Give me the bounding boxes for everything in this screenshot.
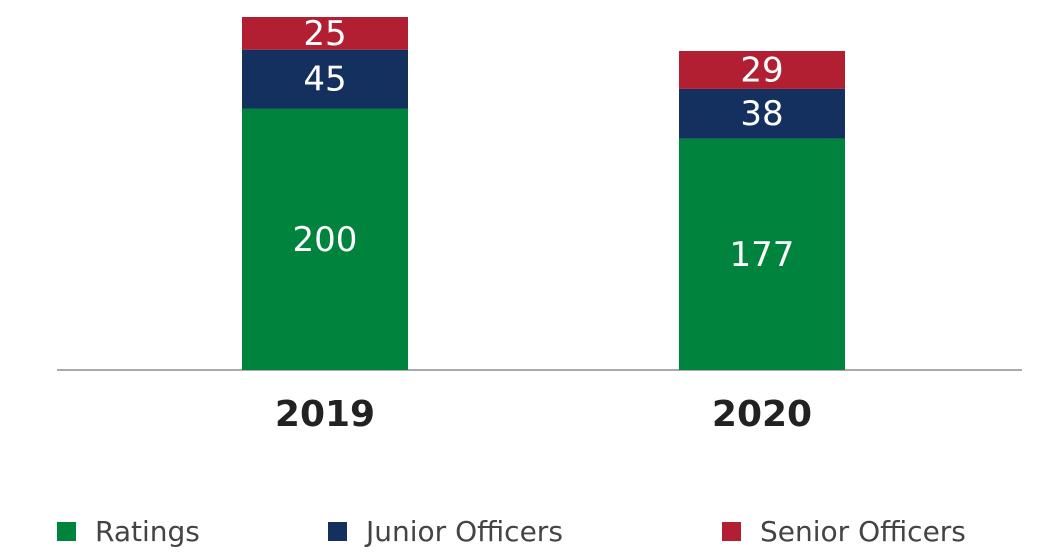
legend-swatch [57, 522, 76, 541]
bar-segment [242, 49, 408, 109]
bar-segment [679, 88, 845, 139]
data-label: 200 [293, 220, 358, 260]
data-label: 177 [730, 235, 795, 275]
bar-segment [679, 50, 845, 89]
legend-swatch [722, 522, 741, 541]
bar-segment [242, 17, 408, 50]
x-tick-label: 2019 [275, 394, 375, 435]
data-label: 25 [303, 14, 346, 54]
bar-segment [679, 138, 845, 370]
x-tick-label: 2020 [712, 394, 812, 435]
data-label: 38 [740, 94, 783, 134]
data-label: 45 [303, 60, 346, 100]
bar-segment [242, 108, 408, 370]
legend-label: Ratings [95, 515, 200, 548]
legend-label: Junior Officers [364, 515, 563, 548]
legend-label: Senior Officers [760, 515, 966, 548]
legend-swatch [328, 522, 347, 541]
data-label: 29 [740, 50, 783, 90]
